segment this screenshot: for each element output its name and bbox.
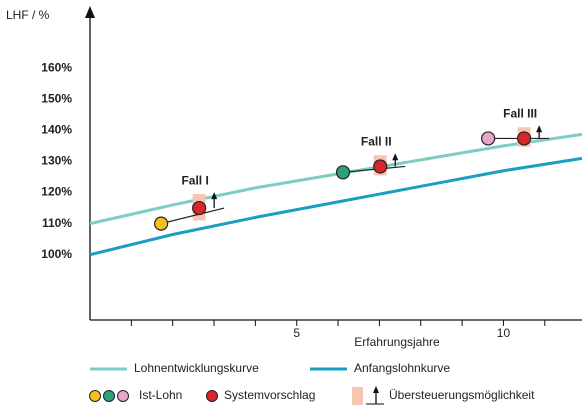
case-label: Fall III — [503, 106, 537, 120]
y-tick-label: 120% — [41, 185, 72, 199]
legend-label: Übersteuerungsmöglichkeit — [389, 388, 535, 402]
legend-label: Lohnentwicklungskurve — [134, 361, 259, 375]
sys-point — [373, 159, 388, 174]
sys-point — [192, 200, 207, 216]
series-line — [89, 132, 583, 226]
y-tick-label: 160% — [41, 60, 72, 74]
y-axis-label: LHF / % — [6, 8, 50, 22]
arrow-head — [211, 192, 218, 200]
legend-label: Anfangslohnkurve — [354, 361, 450, 375]
sys-point — [517, 131, 532, 146]
y-tick-label: 130% — [41, 154, 72, 168]
y-tick-label: 140% — [41, 123, 72, 137]
arrow-head — [536, 125, 543, 133]
legend-ist — [103, 390, 115, 402]
ist-point — [481, 131, 496, 146]
ist-point — [154, 216, 169, 231]
x-tick-label: 5 — [293, 326, 300, 340]
case-label: Fall II — [361, 134, 392, 148]
legend-label: Systemvorschlag — [224, 388, 315, 402]
legend-arrow-head — [373, 386, 379, 393]
legend-ist — [117, 390, 129, 402]
legend-band — [352, 387, 363, 405]
y-axis-arrow — [85, 6, 95, 18]
x-axis-label: Erfahrungsjahre — [354, 335, 440, 349]
case-label: Fall I — [181, 173, 208, 187]
connector — [160, 207, 225, 225]
ist-point — [335, 165, 351, 180]
legend-label: Ist-Lohn — [139, 388, 182, 402]
legend-ist — [89, 390, 101, 402]
legend-sys — [206, 390, 218, 402]
y-tick-label: 150% — [41, 91, 72, 105]
y-tick-label: 100% — [41, 247, 72, 261]
y-tick-label: 110% — [42, 216, 72, 230]
series-line — [89, 156, 583, 257]
arrow-head — [392, 153, 399, 161]
x-tick-label: 10 — [497, 326, 511, 340]
